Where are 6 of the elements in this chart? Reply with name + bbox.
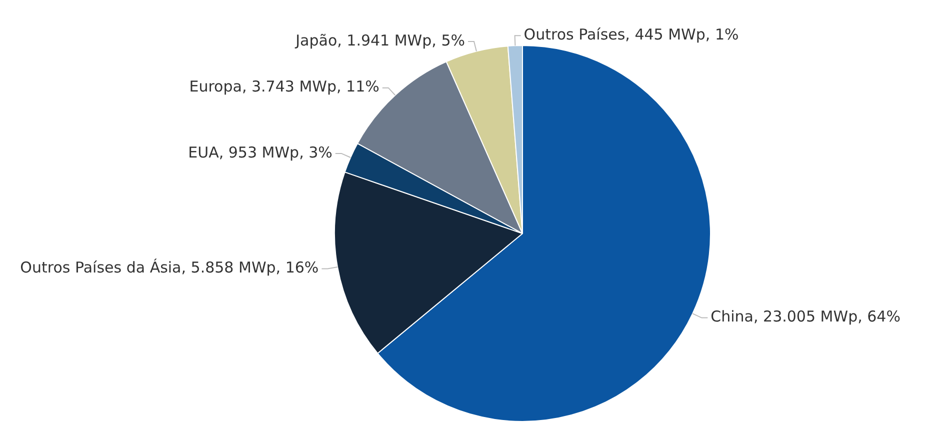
slice-label: Outros Países da Ásia, 5.858 MWp, 16%: [20, 258, 319, 277]
slice-label: Outros Países, 445 MWp, 1%: [524, 26, 739, 44]
slice-label: China, 23.005 MWp, 64%: [710, 308, 900, 326]
slice-label: EUA, 953 MWp, 3%: [188, 143, 332, 162]
slice-label: Japão, 1.941 MWp, 5%: [294, 31, 466, 50]
slice-label: Europa, 3.743 MWp, 11%: [189, 78, 380, 96]
